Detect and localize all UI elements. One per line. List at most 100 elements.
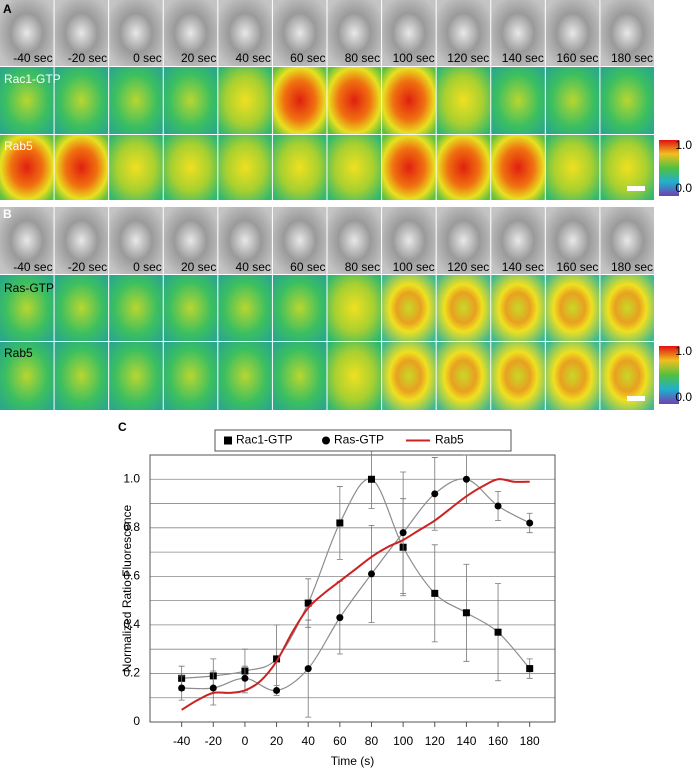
micrograph <box>272 275 327 341</box>
y-tick-label: 0.8 <box>123 520 140 534</box>
micrograph <box>545 342 600 410</box>
row-label: Rab5 <box>4 346 33 360</box>
y-axis-label: Normalized Ratio Fluorescence <box>120 504 134 672</box>
micrograph <box>545 207 600 274</box>
micrograph <box>0 275 54 341</box>
colorbar <box>659 346 679 404</box>
micrograph <box>491 275 545 341</box>
micrograph <box>436 67 491 134</box>
micrograph <box>54 0 109 66</box>
micrograph <box>436 135 491 200</box>
time-label: 20 sec <box>181 51 216 65</box>
micrograph <box>436 342 491 410</box>
micrograph <box>109 67 163 134</box>
micrograph <box>600 207 654 274</box>
data-point <box>209 684 217 692</box>
time-label: 40 sec <box>236 260 271 274</box>
legend-box <box>214 429 512 452</box>
micrograph <box>218 275 272 341</box>
micrograph <box>109 342 163 410</box>
data-point <box>526 665 534 673</box>
data-point <box>431 490 439 498</box>
data-point <box>241 674 249 682</box>
time-label: 140 sec <box>502 260 544 274</box>
time-label: 0 sec <box>133 51 162 65</box>
time-label: 0 sec <box>133 260 162 274</box>
time-label: 160 sec <box>556 260 598 274</box>
micrograph <box>218 207 272 274</box>
micrograph <box>163 0 218 66</box>
micrograph <box>382 275 436 341</box>
micrograph <box>109 0 163 66</box>
x-tick-label: 100 <box>393 734 413 748</box>
micrograph <box>54 67 109 134</box>
data-point <box>494 502 502 510</box>
micrograph <box>600 275 654 341</box>
micrograph <box>0 135 54 200</box>
micrograph <box>0 67 54 134</box>
panel-label: C <box>118 420 127 434</box>
time-label: 140 sec <box>502 51 544 65</box>
time-label: 180 sec <box>611 260 653 274</box>
data-point <box>273 655 281 663</box>
micrograph <box>382 67 436 134</box>
series-line <box>181 478 531 679</box>
data-point <box>178 684 186 692</box>
time-label: 80 sec <box>345 260 380 274</box>
data-point <box>336 614 344 622</box>
micrograph <box>272 135 327 200</box>
micrograph <box>327 342 382 410</box>
data-point <box>367 475 375 483</box>
micrograph <box>600 0 654 66</box>
colorbar <box>659 140 679 196</box>
micrograph <box>545 0 600 66</box>
micrograph <box>272 342 327 410</box>
time-label: 60 sec <box>290 51 325 65</box>
panel-gap <box>0 201 692 207</box>
micrograph <box>218 135 272 200</box>
micrograph <box>545 135 600 200</box>
panel-label: B <box>3 207 12 221</box>
micrograph <box>327 135 382 200</box>
micrograph <box>491 67 545 134</box>
x-tick-label: 20 <box>270 734 284 748</box>
y-tick-label: 0 <box>133 714 140 728</box>
micrograph <box>54 342 109 410</box>
legend-label: Ras-GTP <box>334 433 384 447</box>
time-label: -40 sec <box>13 51 52 65</box>
time-label: 160 sec <box>556 51 598 65</box>
data-point <box>399 529 407 537</box>
legend-swatch <box>322 436 330 445</box>
data-point <box>462 475 470 483</box>
plot-frame <box>149 454 556 723</box>
scale-bar <box>627 186 645 191</box>
micrograph <box>54 275 109 341</box>
data-point <box>494 628 502 636</box>
y-tick-label: 0.4 <box>123 617 140 631</box>
micrograph <box>163 135 218 200</box>
data-point <box>526 519 534 527</box>
time-label: 120 sec <box>447 260 489 274</box>
data-point <box>273 686 281 694</box>
x-tick-label: -40 <box>173 734 191 748</box>
micrograph <box>54 135 109 200</box>
time-label: 100 sec <box>393 260 435 274</box>
micrograph <box>54 207 109 274</box>
colorbar-label: 0.0 <box>675 181 692 195</box>
row-label: Rac1-GTP <box>4 72 61 86</box>
x-tick-label: 160 <box>488 734 508 748</box>
micrograph <box>109 275 163 341</box>
micrograph <box>382 207 436 274</box>
legend-swatch <box>224 436 232 445</box>
image-tiles: -40 sec -40 sec -20 sec -20 sec 0 sec 0 sec 20… <box>0 0 654 410</box>
x-tick-label: 140 <box>456 734 476 748</box>
y-tick-label: 0.2 <box>123 666 140 680</box>
x-tick-label: 60 <box>333 734 347 748</box>
x-tick-label: 180 <box>520 734 540 748</box>
micrograph <box>491 135 545 200</box>
micrograph <box>0 342 54 410</box>
data-point <box>304 665 312 673</box>
micrograph <box>109 135 163 200</box>
micrograph <box>327 207 382 274</box>
time-label: 180 sec <box>611 51 653 65</box>
